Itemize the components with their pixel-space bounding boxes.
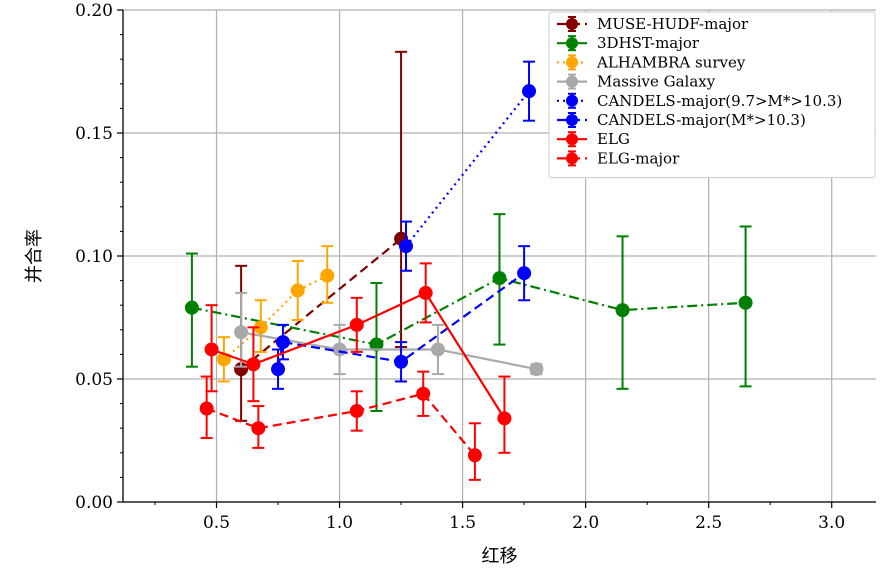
legend-marker — [566, 37, 578, 50]
data-point — [369, 337, 384, 352]
data-point — [253, 320, 268, 335]
legend-marker — [566, 56, 578, 69]
series-line — [240, 331, 537, 371]
series-layer — [184, 50, 753, 481]
x-axis-label: 红移 — [482, 546, 518, 567]
x-tick-label: 1.5 — [449, 513, 476, 533]
legend-item: 3DHST-major — [557, 34, 700, 52]
data-point — [349, 403, 364, 418]
legend-label: Massive Galaxy — [597, 73, 716, 91]
data-point — [246, 357, 261, 372]
legend-item: ALHAMBRA survey — [557, 53, 746, 71]
data-point — [199, 401, 214, 416]
x-tick-label: 0.5 — [203, 513, 230, 533]
data-point — [234, 362, 249, 377]
series-2 — [216, 245, 335, 383]
legend-item: ELG-major — [557, 149, 680, 167]
legend-marker — [566, 75, 578, 88]
data-point — [184, 300, 199, 315]
legend-item: CANDELS-major(M*>10.3) — [557, 111, 806, 129]
legend-item: Massive Galaxy — [557, 73, 716, 91]
y-tick-label: 0.00 — [75, 493, 113, 513]
data-point — [418, 285, 433, 300]
x-tick-label: 1.0 — [326, 513, 353, 533]
legend-label: MUSE-HUDF-major — [597, 15, 749, 33]
series-6 — [204, 262, 512, 454]
series-1 — [184, 213, 753, 412]
legend-label: ALHAMBRA survey — [596, 53, 746, 71]
y-tick-label: 0.15 — [75, 124, 113, 144]
data-point — [497, 411, 512, 426]
series-line — [276, 272, 525, 370]
y-tick-label: 0.05 — [75, 370, 113, 390]
series-4 — [398, 60, 537, 272]
x-tick-label: 2.0 — [572, 513, 599, 533]
data-point — [517, 266, 532, 281]
legend-label: 3DHST-major — [597, 34, 700, 52]
legend-marker — [566, 94, 578, 107]
data-point — [251, 421, 266, 436]
series-line — [191, 276, 746, 346]
x-tick-label: 2.5 — [695, 513, 722, 533]
data-point — [234, 325, 249, 340]
data-point — [522, 84, 537, 99]
legend-label: CANDELS-major(9.7>M*>10.3) — [597, 92, 842, 110]
legend-item: ELG — [557, 130, 630, 148]
legend-label: ELG — [597, 130, 630, 148]
legend-marker — [566, 133, 578, 146]
series-line — [405, 90, 530, 247]
legend-label: ELG-major — [597, 149, 680, 167]
legend-item: MUSE-HUDF-major — [557, 15, 749, 33]
data-point — [615, 303, 630, 318]
series-line — [223, 274, 328, 361]
data-point — [394, 354, 409, 369]
data-point — [290, 283, 305, 298]
data-point — [430, 342, 445, 357]
data-point — [271, 362, 286, 377]
data-point — [204, 342, 219, 357]
series-line — [206, 392, 476, 456]
data-point — [529, 362, 544, 377]
y-tick-label: 0.20 — [75, 1, 113, 21]
data-point — [320, 268, 335, 283]
axes: 0.5 1.0 1.5 2.0 2.5 3.0 0.00 0.05 0.10 0.15 0.20 — [75, 1, 876, 533]
data-point — [398, 239, 413, 254]
data-point — [738, 295, 753, 310]
data-point — [492, 271, 507, 286]
series-7 — [199, 370, 482, 481]
series-line — [240, 237, 402, 371]
legend-marker — [566, 152, 578, 165]
y-tick-label: 0.10 — [75, 247, 113, 267]
data-point — [349, 317, 364, 332]
legend-item: CANDELS-major(9.7>M*>10.3) — [557, 92, 842, 110]
legend-marker — [566, 18, 578, 30]
y-axis-label: 并合率 — [24, 229, 45, 283]
data-point — [467, 448, 482, 463]
data-point — [416, 386, 431, 401]
legend-label: CANDELS-major(M*>10.3) — [597, 111, 806, 129]
data-point — [332, 342, 347, 357]
legend-box — [548, 11, 876, 179]
data-point — [275, 335, 290, 350]
legend-marker — [566, 114, 578, 126]
series-5 — [271, 245, 532, 390]
x-tick-label: 3.0 — [818, 513, 845, 533]
